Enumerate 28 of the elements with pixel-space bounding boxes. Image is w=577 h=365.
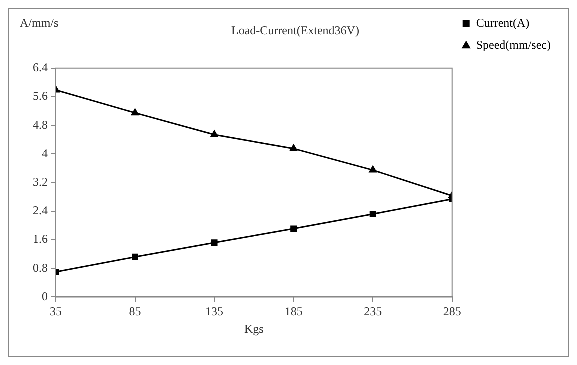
x-axis-title: Kgs xyxy=(244,322,264,336)
point xyxy=(290,226,298,232)
point xyxy=(131,108,140,116)
point xyxy=(370,211,376,218)
x-tick-label: 35 xyxy=(50,304,62,319)
legend-label: Current(A) xyxy=(476,16,530,30)
x-tick-label: 185 xyxy=(284,304,303,319)
x-tick-label: 285 xyxy=(443,304,462,319)
point xyxy=(211,240,218,246)
y-tick-label: 0 xyxy=(42,289,48,304)
y-tick-label: 4.8 xyxy=(33,118,48,132)
point xyxy=(290,144,298,152)
y-tick-label: 0.8 xyxy=(33,260,48,275)
legend-label: Speed(mm/sec) xyxy=(476,38,552,52)
y-tick-label: 5.6 xyxy=(33,89,48,104)
point xyxy=(369,166,377,173)
x-tick-label: 235 xyxy=(364,304,382,319)
point xyxy=(210,130,218,138)
x-tick-label: 135 xyxy=(206,304,224,319)
y-tick-label: 1.6 xyxy=(33,232,48,246)
y-tick-label: 2.4 xyxy=(33,204,48,218)
y-tick-label: 6.4 xyxy=(33,60,48,75)
point xyxy=(132,254,138,260)
y-tick-label: 4 xyxy=(42,146,48,160)
x-tick-label: 85 xyxy=(129,304,142,319)
y-tick-label: 3.2 xyxy=(33,174,48,189)
chart-title: Load-Current(Extend36V) xyxy=(232,23,360,38)
y-axis-title: A/mm/s xyxy=(20,16,59,30)
